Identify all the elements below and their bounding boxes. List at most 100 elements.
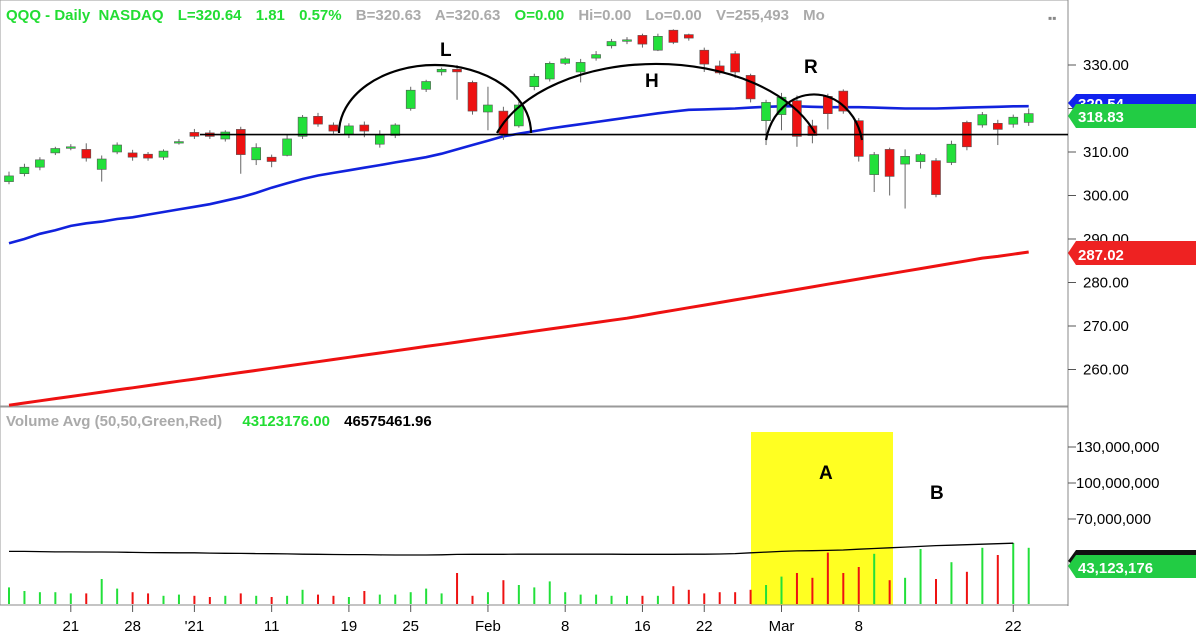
header-volume: V=255,493 xyxy=(716,7,789,24)
candle-body xyxy=(143,153,153,159)
candle-body xyxy=(560,58,571,64)
time-tick-label: 25 xyxy=(402,618,419,635)
candle-body xyxy=(112,144,122,153)
candle-body xyxy=(853,120,864,157)
header-change-pct: 0.57% xyxy=(299,7,342,24)
candle-body xyxy=(19,166,30,174)
candle-body xyxy=(668,29,679,43)
time-tick-label: 21 xyxy=(62,618,79,635)
candle-body xyxy=(313,116,323,125)
candle-body xyxy=(297,116,308,137)
price-panel-frame xyxy=(0,0,1069,407)
header-scroll-dots: ▪▪ xyxy=(1048,11,1057,25)
header-high: Hi=0.00 xyxy=(578,7,631,24)
header-change: 1.81 xyxy=(256,7,285,24)
candle-body xyxy=(761,102,771,122)
candle-body xyxy=(359,124,370,132)
volume-average-line xyxy=(9,542,1014,556)
volume-header-black: 46575461.96 xyxy=(344,413,432,430)
candle-body xyxy=(344,125,354,135)
candle-body xyxy=(81,149,92,159)
badge-vol-last-text: 43,123,176 xyxy=(1078,560,1153,577)
candle-body xyxy=(730,53,740,73)
time-tick-label: 16 xyxy=(634,618,651,635)
candle-body xyxy=(328,124,339,132)
volume-highlight-box xyxy=(751,432,893,605)
volume-header-label: Volume Avg (50,50,Green,Red) xyxy=(6,413,222,430)
time-tick-label: Mar xyxy=(769,618,795,635)
volume-header-green: 43123176.00 xyxy=(242,413,330,430)
price-tick-label: 270.00 xyxy=(1083,318,1129,335)
badge-sma200-text: 287.02 xyxy=(1078,247,1124,264)
header-ask: A=320.63 xyxy=(435,7,500,24)
price-tick-label: 280.00 xyxy=(1083,275,1129,292)
moving-averages xyxy=(8,104,1029,407)
volume-tick-label: 70,000,000 xyxy=(1076,511,1151,528)
candle-body xyxy=(792,100,802,137)
volume-tick-label: 130,000,000 xyxy=(1076,439,1159,456)
candle-body xyxy=(544,62,555,80)
candle-body xyxy=(66,146,76,149)
candle-body xyxy=(977,114,988,126)
time-tick-label: 11 xyxy=(264,618,280,635)
candle-body xyxy=(127,152,138,158)
candle-body xyxy=(992,123,1003,130)
sma50-line xyxy=(8,104,1029,245)
header-last: L=320.64 xyxy=(178,7,242,24)
badge-price: 318.83 xyxy=(1068,104,1196,128)
left-shoulder-arc xyxy=(337,63,533,134)
candle-body xyxy=(374,134,385,145)
time-tick-label: 22 xyxy=(696,618,713,635)
candle-body xyxy=(884,149,895,177)
candle-body xyxy=(96,158,107,170)
chart-header: QQQ - Daily NASDAQ L=320.64 1.81 0.57% B… xyxy=(6,7,825,24)
candle-body xyxy=(745,75,756,100)
time-tick-label: 22 xyxy=(1005,618,1022,635)
annotation-head: H xyxy=(645,71,659,92)
time-tick-label: '21 xyxy=(185,618,205,635)
candle-body xyxy=(251,147,261,161)
candle-body xyxy=(421,81,431,90)
candle-body xyxy=(869,154,880,175)
price-tick-label: 310.00 xyxy=(1083,144,1129,161)
candle-body xyxy=(637,35,648,45)
sma200-line xyxy=(8,250,1029,407)
candle-body xyxy=(174,141,184,144)
candle-body xyxy=(189,132,200,137)
badge-sma200: 287.02 xyxy=(1068,241,1196,265)
candle-body xyxy=(4,175,14,182)
candle-body xyxy=(266,156,277,162)
header-low: Lo=0.00 xyxy=(645,7,701,24)
volume-bars xyxy=(8,542,1030,604)
candle-body xyxy=(653,35,663,51)
axes: 260.00270.00280.00290.00300.00310.00330.… xyxy=(62,57,1159,635)
candle-body xyxy=(220,131,231,140)
volume-tick-label: 100,000,000 xyxy=(1076,475,1159,492)
time-tick-label: 8 xyxy=(561,618,569,635)
candle-body xyxy=(575,62,586,73)
header-more: Mo xyxy=(803,7,825,24)
badge-price-text: 318.83 xyxy=(1078,109,1124,126)
right-shoulder-arc xyxy=(764,93,864,141)
candle-body xyxy=(683,34,694,39)
candle-body xyxy=(35,159,45,168)
badge-vol-last: 43,123,176 xyxy=(1068,555,1196,578)
candle-body xyxy=(900,156,910,165)
candle-body xyxy=(467,82,478,112)
candle-body xyxy=(931,160,941,195)
price-tick-label: 300.00 xyxy=(1083,188,1129,205)
annotation-a: A xyxy=(819,463,833,484)
volume-panel-frame xyxy=(0,406,1069,606)
candle-body xyxy=(452,69,462,73)
header-open: O=0.00 xyxy=(515,7,565,24)
head-arc xyxy=(496,62,816,134)
candle-body xyxy=(405,89,416,109)
candle-body xyxy=(1023,113,1034,123)
candle-body xyxy=(622,39,632,42)
time-tick-label: 28 xyxy=(124,618,141,635)
price-tick-label: 260.00 xyxy=(1083,362,1129,379)
candle-body xyxy=(436,69,447,73)
annotation-right-shoulder: R xyxy=(804,57,818,78)
